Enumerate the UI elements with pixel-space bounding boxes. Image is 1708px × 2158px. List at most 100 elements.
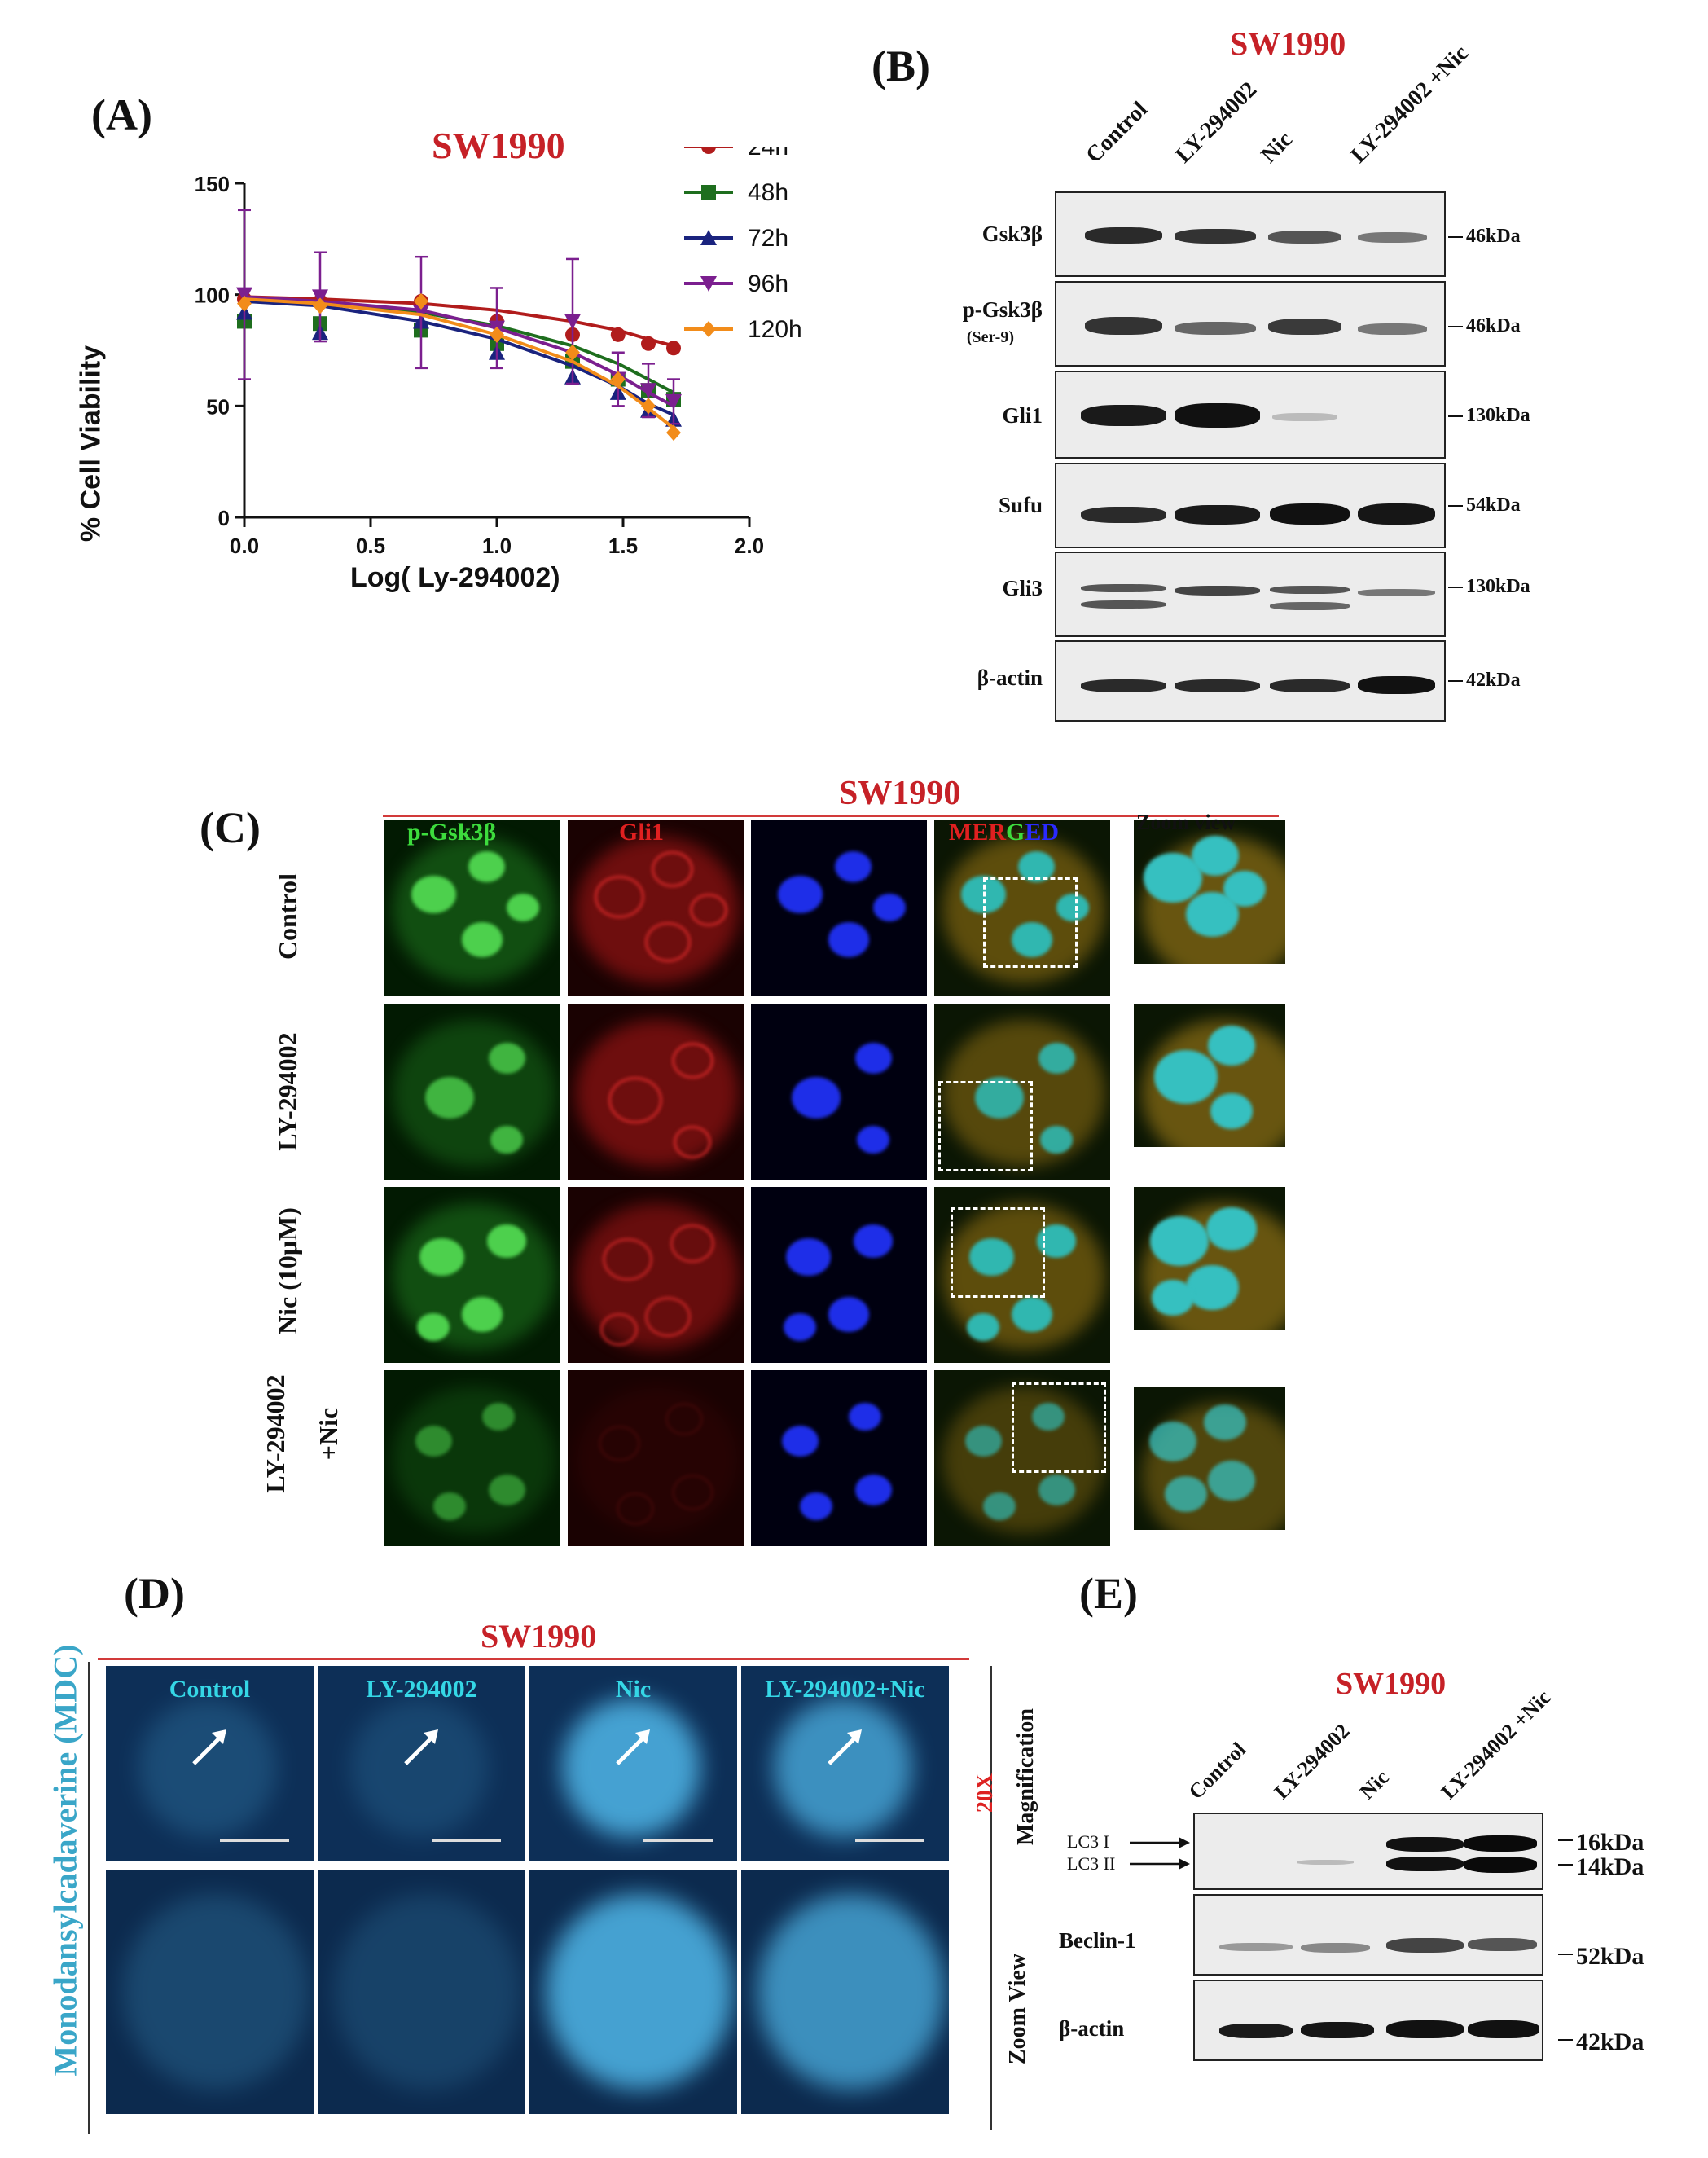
mdc-tile-ly-294002: LY-294002 xyxy=(318,1666,525,1861)
y-tick-label: 50 xyxy=(206,394,230,419)
nucleus xyxy=(1038,1474,1075,1505)
scale-bar xyxy=(432,1839,501,1842)
legend-label: 24h xyxy=(748,147,788,160)
mdc-signal xyxy=(138,1699,277,1837)
blot-b-sufu xyxy=(1055,463,1446,548)
nucleus xyxy=(1210,1093,1253,1130)
blot-b-lane-ly: LY-294002 xyxy=(1170,77,1262,169)
blot-e-title: SW1990 xyxy=(1336,1667,1447,1701)
nucleus xyxy=(1207,1460,1256,1501)
blot-b-gli1 xyxy=(1055,371,1446,459)
zoom-region-box xyxy=(1012,1382,1106,1473)
nucleus xyxy=(964,1425,1002,1457)
micrograph-tile xyxy=(749,1185,929,1365)
blot-e-beta-actin xyxy=(1193,1980,1543,2061)
nucleus xyxy=(487,1224,526,1258)
series-fit-line xyxy=(244,297,674,394)
micrograph-tile xyxy=(566,1369,745,1548)
x-tick-label: 0.5 xyxy=(356,534,385,558)
nucleus xyxy=(419,1237,464,1277)
nucleus xyxy=(690,894,727,926)
chart-y-axis-label: % Cell Viability xyxy=(75,345,107,543)
nucleus xyxy=(411,875,456,914)
chart-title: SW1990 xyxy=(432,125,565,166)
y-tick-label: 100 xyxy=(195,283,230,308)
legend-marker xyxy=(700,276,717,292)
nucleus xyxy=(1038,1042,1075,1074)
nucleus xyxy=(873,894,906,921)
nucleus xyxy=(417,1313,450,1341)
nucleus xyxy=(1152,1280,1194,1316)
micrograph-tile xyxy=(933,1185,1112,1365)
nucleus xyxy=(433,1492,466,1520)
blot-b-kda: 54kDa xyxy=(1448,494,1521,516)
cytoplasm xyxy=(942,1387,1105,1533)
mdc-signal xyxy=(774,1699,912,1837)
nucleus xyxy=(1223,871,1266,908)
blot-b-kda: 46kDa xyxy=(1448,226,1521,247)
blot-b-lane-ly-nic: LY-294002 +Nic xyxy=(1346,40,1473,169)
blot-b-kda: 42kDa xyxy=(1448,670,1521,691)
legend-label: 96h xyxy=(748,270,788,297)
legend-label: 120h xyxy=(748,316,802,343)
nucleus xyxy=(777,875,823,914)
nucleus xyxy=(670,1224,714,1263)
micrograph-tile xyxy=(1132,1385,1287,1532)
micrograph-tile xyxy=(933,1002,1112,1181)
cytoplasm xyxy=(393,1020,555,1167)
blot-b-gli3 xyxy=(1055,552,1446,637)
blot-e-lane-ly: LY-294002 xyxy=(1269,1719,1355,1804)
nucleus xyxy=(462,1297,503,1332)
nucleus xyxy=(598,1425,640,1461)
series-fit-line xyxy=(244,295,674,348)
imaging-c-title: SW1990 xyxy=(839,775,961,812)
micrograph-tile xyxy=(383,1369,562,1548)
mdc-column-label: Control xyxy=(169,1676,251,1703)
x-tick-label: 2.0 xyxy=(735,534,764,558)
blot-b-row-label: β-actin xyxy=(977,666,1043,690)
mdc-signal xyxy=(546,1894,733,2090)
nucleus xyxy=(1205,1206,1258,1250)
imaging-c-row-label: Control xyxy=(273,872,302,960)
viability-chart: 0 50 100 150 0.0 0.5 1.0 1.5 2.0 24h 48h 72h 96h 120… xyxy=(195,147,802,558)
scale-bar xyxy=(855,1839,924,1842)
imaging-d-divider xyxy=(98,1658,969,1660)
nucleus xyxy=(1012,922,1052,957)
imaging-d-right-rule xyxy=(990,1666,992,2130)
blot-b-kda: 130kDa xyxy=(1448,576,1530,597)
nucleus xyxy=(425,1077,474,1119)
data-point xyxy=(641,398,656,415)
data-point xyxy=(641,336,656,351)
mdc-signal xyxy=(562,1699,700,1837)
chart-axes: 0 50 100 150 0.0 0.5 1.0 1.5 2.0 xyxy=(195,172,764,558)
nucleus xyxy=(834,850,872,882)
blot-b-lane-control: Control xyxy=(1081,96,1153,169)
blot-b-gsk3b xyxy=(1055,191,1446,277)
channel-label-p-gsk3b: p-Gsk3β xyxy=(407,819,497,846)
blot-b-p-gsk3b xyxy=(1055,281,1446,367)
nucleus xyxy=(665,1403,703,1435)
mdc-tile-ly-294002 xyxy=(318,1870,525,2114)
blot-b-title: SW1990 xyxy=(1230,25,1346,62)
mdc-signal xyxy=(757,1894,945,2090)
blot-b-lane-nic: Nic xyxy=(1256,126,1297,169)
scale-bar xyxy=(220,1839,289,1842)
blot-e-lane-nic: Nic xyxy=(1355,1765,1394,1804)
nucleus xyxy=(600,1313,638,1346)
micrograph-tile xyxy=(749,819,929,998)
legend-label: 72h xyxy=(748,225,788,252)
nucleus xyxy=(1012,1297,1052,1332)
data-point xyxy=(666,424,681,442)
nucleus xyxy=(1017,850,1055,882)
data-point xyxy=(413,305,429,321)
zoom-region-box xyxy=(951,1207,1045,1298)
x-tick-label: 1.5 xyxy=(608,534,638,558)
mdc-tile-nic: Nic xyxy=(529,1666,737,1861)
cytoplasm xyxy=(942,1020,1105,1167)
series-fit-line xyxy=(244,299,674,417)
mdc-signal xyxy=(334,1894,521,2090)
blot-e-row-label: Beclin-1 xyxy=(1059,1928,1136,1953)
blot-b-row-label: Gsk3β xyxy=(981,222,1043,246)
mdc-tile-nic xyxy=(529,1870,737,2114)
data-point xyxy=(665,393,682,410)
